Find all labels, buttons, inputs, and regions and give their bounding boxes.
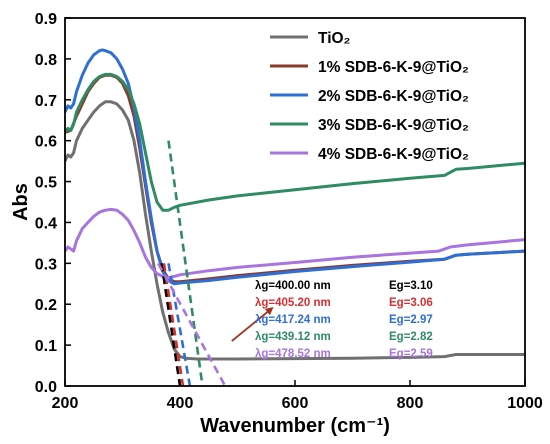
tangent-line-5	[157, 262, 227, 386]
series-line-1	[65, 100, 525, 361]
legend-label-1: TiO₂	[318, 30, 351, 47]
eg-label-4: Eg=2.82	[389, 331, 433, 343]
legend-label-3: 2% SDB-6-K-9@TiO₂	[318, 88, 469, 105]
y-tick-label: 0.9	[35, 11, 57, 28]
eg-label-3: Eg=2.97	[389, 314, 433, 326]
y-tick-label: 0.0	[35, 379, 57, 396]
y-tick-label: 0.3	[35, 256, 57, 273]
series-layer	[65, 48, 525, 361]
x-tick-label: 400	[167, 395, 194, 412]
x-tick-label: 600	[282, 395, 309, 412]
y-tick-label: 0.6	[35, 134, 57, 151]
band-gap-annotations: λg=400.00 nm Eg=3.10 λg=405.20 nm Eg=3.06 λg…	[255, 280, 433, 360]
lambda-g-label-2: λg=405.20 nm	[255, 297, 331, 309]
arrow-layer	[231, 307, 274, 342]
x-tick-label: 1000	[507, 395, 543, 412]
legend: TiO₂ 1% SDB-6-K-9@TiO₂ 2% SDB-6-K-9@TiO₂ 3%…	[270, 30, 469, 163]
y-tick-label: 0.8	[35, 52, 57, 69]
eg-label-5: Eg=2.59	[389, 348, 433, 360]
lambda-g-label-4: λg=439.12 nm	[255, 331, 331, 343]
lambda-g-label-1: λg=400.00 nm	[255, 280, 331, 292]
series-line-3	[65, 48, 525, 286]
x-tick-label: 800	[397, 395, 424, 412]
eg-label-1: Eg=3.10	[389, 280, 433, 292]
lambda-g-label-5: λg=478.52 nm	[255, 348, 331, 360]
series-line-5	[65, 207, 525, 280]
y-tick-label: 0.2	[35, 297, 57, 314]
y-tick-label: 0.7	[35, 93, 57, 110]
lambda-g-label-3: λg=417.24 nm	[255, 314, 331, 326]
y-tick-label: 0.4	[35, 215, 57, 232]
tangent-line-1	[160, 263, 182, 386]
legend-label-4: 3% SDB-6-K-9@TiO₂	[318, 117, 469, 134]
eg-label-2: Eg=3.06	[389, 297, 433, 309]
tangent-line-4	[167, 140, 204, 386]
legend-label-5: 4% SDB-6-K-9@TiO₂	[318, 146, 469, 163]
series-line-4	[65, 72, 525, 212]
legend-label-2: 1% SDB-6-K-9@TiO₂	[318, 59, 469, 76]
axis-layer: 200 400 600 800 1000 0.0 0.1 0.2 0.3 0.4 0.5 0.6 0.7…	[35, 11, 543, 412]
tangent-line-3	[167, 263, 192, 386]
x-axis-title: Wavenumber (cm⁻¹)	[200, 415, 390, 437]
y-axis-title: Abs	[10, 183, 32, 221]
tangent-layer	[157, 140, 227, 386]
arrow	[231, 307, 274, 342]
x-tick-label: 200	[52, 395, 79, 412]
tangent-line-2	[162, 263, 185, 386]
y-tick-label: 0.5	[35, 175, 57, 192]
y-tick-label: 0.1	[35, 338, 57, 355]
